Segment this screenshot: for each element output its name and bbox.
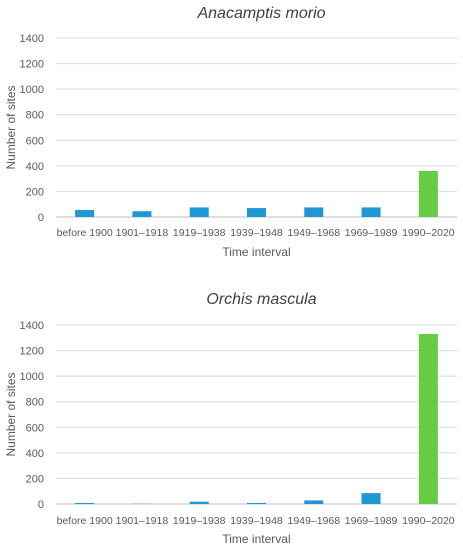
y-tick-label: 400 [26, 161, 44, 173]
y-tick-label: 1200 [20, 346, 44, 358]
y-axis-label: Number of sites [4, 372, 18, 456]
x-axis-label: Time interval [222, 245, 290, 259]
bar [304, 207, 323, 217]
bar [190, 207, 209, 217]
bar [247, 503, 266, 504]
y-tick-label: 1200 [20, 59, 44, 71]
y-tick-label: 1400 [20, 320, 44, 332]
x-tick-label: 1919–1938 [173, 515, 226, 527]
x-tick-label: 1901–1918 [116, 227, 169, 239]
bar [247, 208, 266, 217]
x-axis-label: Time interval [222, 532, 290, 546]
x-tick-label: 1949–1968 [288, 227, 341, 239]
bar [132, 211, 151, 217]
bar [304, 500, 323, 504]
x-tick-label: before 1900 [57, 227, 113, 239]
y-tick-label: 600 [26, 422, 44, 434]
x-tick-label: before 1900 [57, 515, 113, 527]
y-tick-label: 800 [26, 397, 44, 409]
bar [362, 493, 381, 504]
y-tick-label: 1000 [20, 84, 44, 96]
x-tick-label: 1919–1938 [173, 227, 226, 239]
bar [419, 334, 438, 504]
x-tick-label: 1939–1948 [230, 227, 283, 239]
bar [75, 503, 94, 504]
x-tick-label: 1990–2020 [402, 227, 455, 239]
bar [419, 171, 438, 217]
x-tick-label: 1901–1918 [116, 515, 169, 527]
bar [190, 502, 209, 504]
y-tick-label: 0 [38, 499, 44, 511]
y-tick-label: 0 [38, 212, 44, 224]
y-tick-label: 200 [26, 186, 44, 198]
x-tick-label: 1939–1948 [230, 515, 283, 527]
x-tick-label: 1969–1989 [345, 227, 398, 239]
y-tick-label: 200 [26, 473, 44, 485]
bar [362, 207, 381, 217]
bar [75, 210, 94, 217]
y-tick-label: 1000 [20, 371, 44, 383]
y-tick-label: 400 [26, 448, 44, 460]
x-tick-label: 1990–2020 [402, 515, 455, 527]
y-tick-label: 1400 [20, 33, 44, 45]
chart-title: Anacamptis morio [196, 5, 325, 22]
x-tick-label: 1949–1968 [288, 515, 341, 527]
y-tick-label: 800 [26, 110, 44, 122]
y-tick-label: 600 [26, 135, 44, 147]
chart-title: Orchis mascula [206, 291, 316, 308]
x-tick-label: 1969–1989 [345, 515, 398, 527]
y-axis-label: Number of sites [4, 85, 18, 169]
